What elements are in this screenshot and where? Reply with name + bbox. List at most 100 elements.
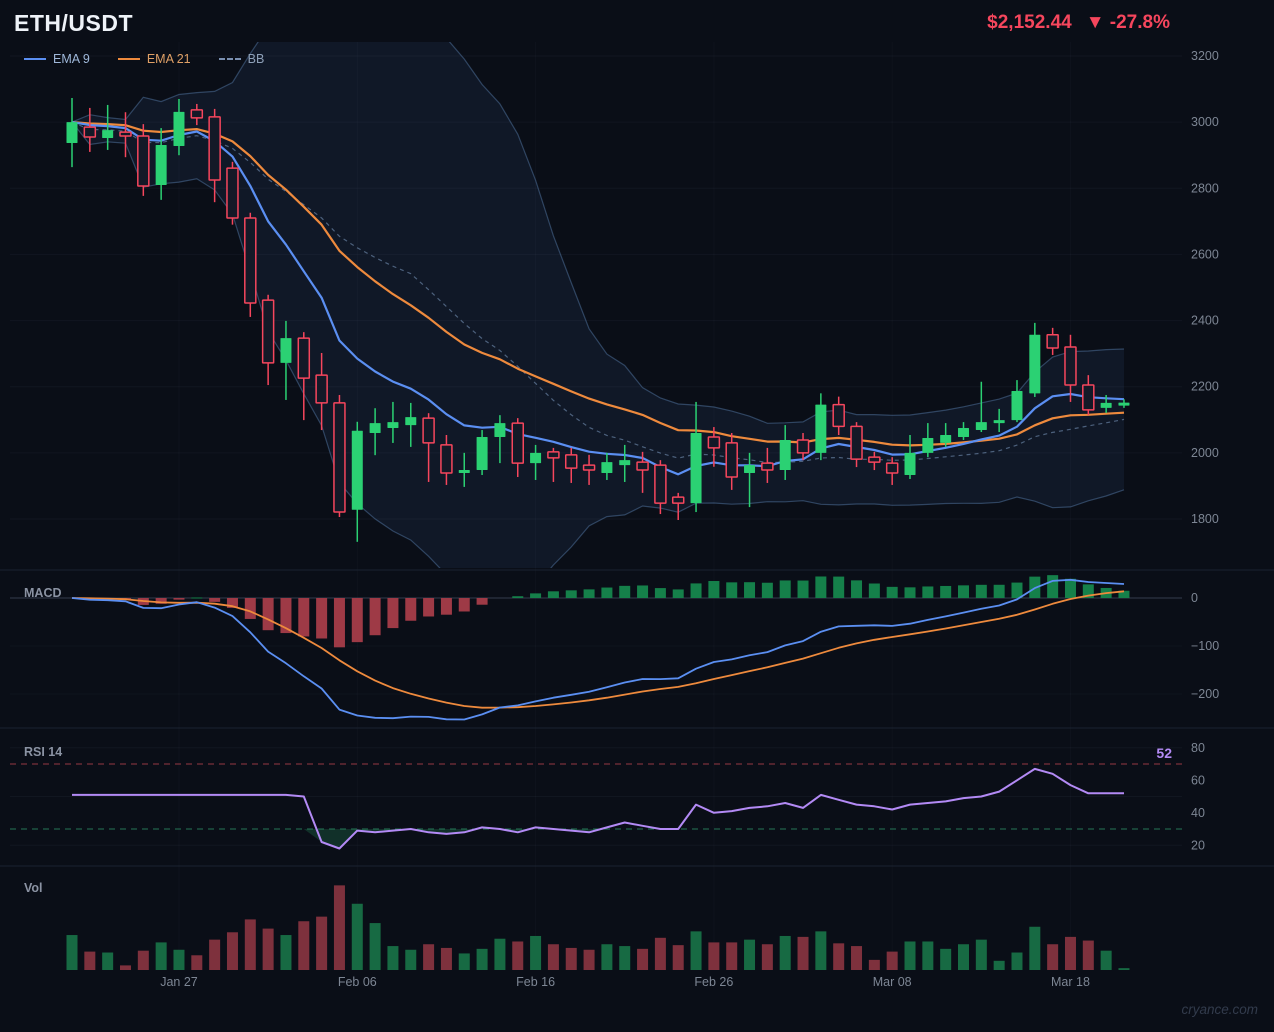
volume-bar[interactable]: [226, 932, 238, 970]
candle[interactable]: [208, 108, 221, 203]
volume-bar[interactable]: [619, 946, 631, 970]
candle[interactable]: [1118, 399, 1130, 408]
candle[interactable]: [297, 332, 311, 421]
macd-histogram-bar[interactable]: [1011, 582, 1023, 598]
macd-histogram-bar[interactable]: [1047, 575, 1059, 598]
volume-bar[interactable]: [102, 952, 114, 970]
volume-bar[interactable]: [565, 947, 577, 970]
volume-bar[interactable]: [779, 935, 791, 970]
candle[interactable]: [868, 451, 881, 471]
volume-bar[interactable]: [708, 942, 720, 970]
candle[interactable]: [958, 422, 969, 440]
volume-bar[interactable]: [1082, 940, 1094, 970]
macd-histogram-bar[interactable]: [333, 598, 345, 648]
volume-bar[interactable]: [690, 931, 702, 970]
macd-histogram-bar[interactable]: [975, 584, 987, 598]
candle[interactable]: [173, 98, 185, 156]
candle[interactable]: [940, 423, 952, 447]
macd-histogram-bar[interactable]: [851, 580, 863, 598]
volume-bar[interactable]: [672, 945, 684, 970]
macd-histogram-bar[interactable]: [654, 588, 666, 598]
volume-bar[interactable]: [547, 944, 559, 970]
volume-bar[interactable]: [1011, 952, 1023, 970]
candle[interactable]: [1064, 334, 1077, 402]
candle[interactable]: [761, 447, 774, 483]
volume-bar[interactable]: [440, 947, 452, 970]
macd-histogram-bar[interactable]: [155, 598, 167, 604]
volume-bar[interactable]: [815, 931, 827, 970]
volume-bar[interactable]: [84, 951, 96, 970]
macd-histogram-bar[interactable]: [565, 590, 577, 598]
macd-histogram-bar[interactable]: [993, 584, 1005, 598]
candle[interactable]: [119, 112, 132, 158]
volume-bar[interactable]: [886, 951, 898, 970]
volume-bar[interactable]: [833, 943, 845, 970]
candle[interactable]: [671, 492, 685, 520]
volume-bar[interactable]: [298, 921, 310, 970]
macd-histogram-bar[interactable]: [351, 598, 363, 643]
candle[interactable]: [779, 425, 791, 480]
candle[interactable]: [815, 393, 827, 461]
volume-bar[interactable]: [476, 948, 488, 970]
macd-histogram-bar[interactable]: [512, 596, 524, 598]
macd-histogram-bar[interactable]: [904, 587, 916, 598]
volume-bar[interactable]: [512, 941, 524, 970]
macd-histogram-bar[interactable]: [690, 583, 702, 598]
candle[interactable]: [654, 460, 667, 515]
candle[interactable]: [1046, 327, 1059, 355]
volume-bar[interactable]: [405, 949, 417, 970]
volume-bar[interactable]: [369, 923, 381, 970]
macd-histogram-bar[interactable]: [744, 582, 756, 598]
volume-bar[interactable]: [958, 944, 969, 970]
volume-bar[interactable]: [155, 942, 167, 970]
macd-histogram-bar[interactable]: [423, 598, 435, 617]
volume-bar[interactable]: [583, 949, 595, 970]
volume-bar[interactable]: [637, 948, 649, 970]
macd-histogram-bar[interactable]: [958, 585, 969, 598]
candle[interactable]: [993, 408, 1005, 433]
volume-bar[interactable]: [1064, 936, 1076, 970]
volume-bar[interactable]: [191, 955, 203, 970]
candle[interactable]: [261, 294, 275, 386]
candle[interactable]: [922, 423, 934, 458]
macd-histogram-bar[interactable]: [226, 598, 238, 608]
volume-bar[interactable]: [530, 935, 542, 970]
candle[interactable]: [387, 401, 399, 443]
candle[interactable]: [832, 396, 845, 435]
candle[interactable]: [904, 434, 916, 479]
volume-bar[interactable]: [66, 935, 78, 970]
macd-histogram-bar[interactable]: [779, 580, 791, 598]
macd-histogram-bar[interactable]: [191, 597, 203, 599]
macd-histogram-bar[interactable]: [547, 591, 559, 598]
candle[interactable]: [636, 451, 649, 493]
volume-bar[interactable]: [316, 916, 328, 970]
macd-histogram-bar[interactable]: [440, 598, 452, 615]
candle[interactable]: [1082, 375, 1095, 416]
candle[interactable]: [405, 402, 417, 447]
legend-item-ema9[interactable]: EMA 9: [24, 52, 90, 66]
macd-histogram-bar[interactable]: [173, 598, 185, 600]
macd-histogram-bar[interactable]: [209, 598, 221, 602]
candle[interactable]: [582, 454, 596, 485]
candle[interactable]: [690, 401, 702, 513]
candle[interactable]: [796, 433, 810, 461]
volume-bar[interactable]: [726, 942, 738, 970]
candle[interactable]: [190, 103, 204, 126]
macd-histogram-bar[interactable]: [886, 586, 898, 598]
legend-item-ema21[interactable]: EMA 21: [117, 52, 191, 66]
macd-histogram-bar[interactable]: [868, 583, 880, 598]
candle[interactable]: [102, 104, 114, 150]
candle[interactable]: [458, 452, 470, 487]
volume-bar[interactable]: [137, 950, 149, 970]
candle[interactable]: [744, 452, 756, 508]
candle[interactable]: [333, 394, 346, 518]
macd-histogram-bar[interactable]: [476, 598, 488, 605]
macd-histogram-bar[interactable]: [672, 589, 684, 598]
candle[interactable]: [530, 444, 542, 480]
volume-bar[interactable]: [351, 903, 363, 970]
macd-histogram-bar[interactable]: [726, 582, 738, 598]
candle[interactable]: [1029, 322, 1041, 397]
candle[interactable]: [315, 352, 328, 431]
candle[interactable]: [66, 98, 78, 168]
